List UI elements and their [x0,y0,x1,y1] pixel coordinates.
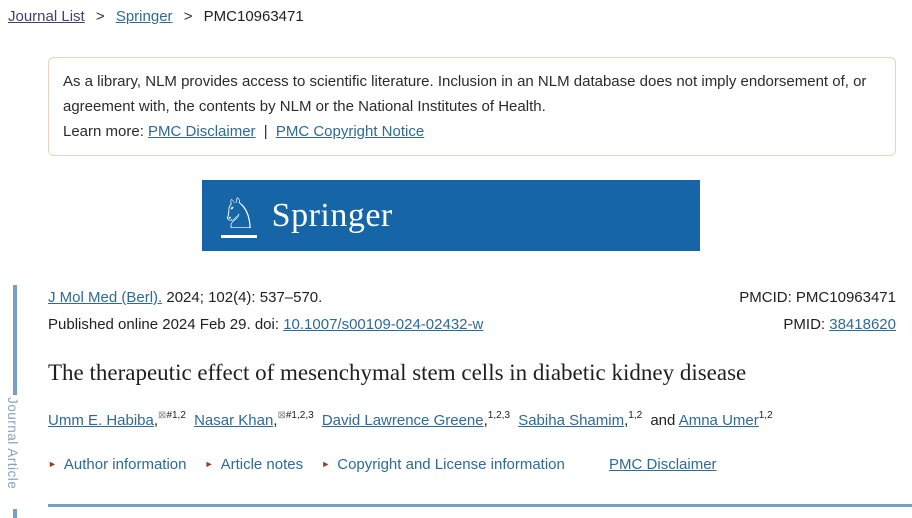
article-notes-link[interactable]: Article notes [220,456,304,473]
journal-title-link[interactable]: J Mol Med (Berl). [48,289,163,306]
affiliation-numbers: 1,2,3 [487,410,511,421]
pmc-disclaimer-footer-link[interactable]: PMC Disclaimer [609,456,717,473]
journal-article-vertical-label: Journal Article [5,397,20,490]
pmc-copyright-notice-link[interactable]: PMC Copyright Notice [275,123,425,140]
pmc-disclaimer-link[interactable]: PMC Disclaimer [148,123,256,140]
published-online: Published online 2024 Feb 29. doi: 10.10… [48,316,483,333]
breadcrumb-separator: > [95,8,105,25]
author-link[interactable]: Amna Umer [678,412,759,429]
author: David Lawrence Greene,1,2,3 [321,410,510,429]
triangle-bullet-icon: ► [204,459,214,469]
affiliation-numbers: 1,2 [758,410,773,421]
authors-line: Umm E. Habiba,⊠#1,2 Nasar Khan,⊠#1,2,3 D… [48,410,898,429]
author-link[interactable]: Sabiha Shamim [518,412,625,429]
author-link[interactable]: Umm E. Habiba [48,412,154,429]
springer-banner[interactable]: ♘ Springer [202,180,700,251]
breadcrumb-springer-link[interactable]: Springer [115,8,173,25]
affiliation-numbers: #1,2 [166,410,186,421]
author-affiliations: ⊠#1,2,3 [277,410,313,421]
knight-glyph-icon: ♘ [220,188,258,238]
author-affiliations: 1,2 [759,410,773,421]
author-affiliations: 1,2,3 [488,410,510,421]
author-link[interactable]: Nasar Khan [194,412,274,429]
breadcrumb: Journal List > Springer > PMC10963471 [8,8,304,25]
author: Umm E. Habiba,⊠#1,2 [48,410,186,429]
author-comma: , [483,412,488,429]
author-prefix: and [650,412,679,429]
article-title: The therapeutic effect of mesenchymal st… [48,360,747,385]
copyright-license-link[interactable]: Copyright and License information [337,456,565,473]
pmid-link[interactable]: 38418620 [829,316,896,333]
breadcrumb-current-page: PMC10963471 [203,8,304,25]
breadcrumb-journal-list-link[interactable]: Journal List [8,8,85,25]
bottom-divider-line [48,504,912,507]
author: and Amna Umer1,2 [650,410,773,429]
breadcrumb-separator: > [183,8,193,25]
nlm-disclaimer-box: As a library, NLM provides access to sci… [48,57,896,156]
springer-horse-logo-icon: ♘ [220,188,258,238]
author-affiliations: 1,2 [628,410,642,421]
pmid-label: PMID: [783,316,830,333]
pmcid-label: PMCID: [739,289,796,306]
author: Nasar Khan,⊠#1,2,3 [194,410,314,429]
citation-row-1: J Mol Med (Berl). 2024; 102(4): 537–570.… [48,289,896,306]
doi-link[interactable]: 10.1007/s00109-024-02432-w [283,316,484,333]
author-comma: , [624,412,629,429]
nlm-disclaimer-text: As a library, NLM provides access to sci… [63,73,867,115]
affiliation-numbers: #1,2,3 [285,410,314,421]
author-affiliations: ⊠#1,2 [158,410,186,421]
author-comma: , [153,412,159,429]
springer-wordmark: Springer [271,196,393,234]
author: Sabiha Shamim,1,2 [518,410,642,429]
triangle-bullet-icon: ► [48,459,57,469]
left-rail-line-bottom [13,509,17,518]
pmcid-value: PMC10963471 [795,289,896,306]
journal-citation: J Mol Med (Berl). 2024; 102(4): 537–570. [48,289,322,306]
citation-volume-pages: 2024; 102(4): 537–570. [166,289,323,306]
link-separator: | [263,123,268,140]
article-info-links: ► Author information ► Article notes ► Copy… [48,456,717,473]
learn-more-label: Learn more: [63,123,149,140]
corresponding-author-icon: ⊠ [158,410,167,421]
published-prefix: Published online 2024 Feb 29. doi: [48,316,284,333]
author-information-link[interactable]: Author information [63,456,187,473]
nlm-disclaimer-learn-more: Learn more: PMC Disclaimer | PMC Copyrig… [63,119,881,144]
citation-row-2: Published online 2024 Feb 29. doi: 10.10… [48,316,896,333]
pmcid: PMCID: PMC10963471 [739,289,896,306]
left-rail-line-top [13,285,17,395]
corresponding-author-icon: ⊠ [277,410,286,421]
logo-underline-bar [220,234,257,238]
author-link[interactable]: David Lawrence Greene [321,412,484,429]
triangle-bullet-icon: ► [321,459,331,469]
affiliation-numbers: 1,2 [628,410,643,421]
author-comma: , [273,412,278,429]
pmid: PMID: 38418620 [783,316,896,333]
